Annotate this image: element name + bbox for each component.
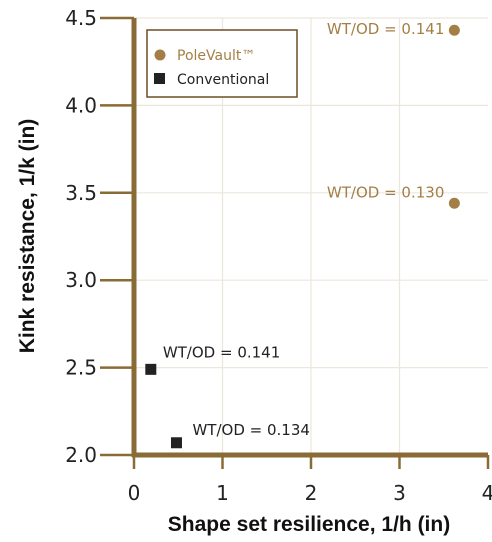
y-tick-label: 3.5 bbox=[65, 181, 97, 205]
data-point-label: WT/OD = 0.134 bbox=[192, 421, 309, 439]
y-tick-label: 3.0 bbox=[65, 268, 97, 292]
data-point-circle bbox=[448, 197, 460, 209]
tick-labels: 2.0 2.5 3.0 3.5 4.0 4.5 0 1 2 3 4 bbox=[65, 6, 492, 505]
data-point-circle bbox=[448, 24, 460, 36]
axes bbox=[100, 16, 490, 469]
data-point-label: WT/OD = 0.141 bbox=[163, 343, 280, 361]
x-axis-title: Shape set resilience, 1/h (in) bbox=[168, 513, 450, 536]
x-tick-label: 0 bbox=[128, 481, 141, 505]
legend-label-polevault: PoleVault™ bbox=[177, 48, 255, 64]
legend-marker-conventional bbox=[154, 73, 165, 84]
legend: PoleVault™ Conventional bbox=[146, 29, 298, 98]
legend-marker-polevault bbox=[154, 49, 166, 61]
grid-lines bbox=[134, 17, 488, 455]
point-annotations: WT/OD = 0.141 WT/OD = 0.130 WT/OD = 0.141 W… bbox=[163, 20, 445, 439]
y-tick-label: 4.5 bbox=[65, 6, 97, 30]
y-axis-title: Kink resistance, 1/k (in) bbox=[16, 119, 39, 354]
x-tick-label: 4 bbox=[482, 481, 492, 505]
data-point-square bbox=[170, 437, 182, 449]
y-tick-label: 2.0 bbox=[65, 443, 97, 467]
data-points bbox=[145, 24, 460, 449]
y-tick-label: 4.0 bbox=[65, 93, 97, 117]
legend-box bbox=[146, 29, 298, 98]
data-point-label: WT/OD = 0.130 bbox=[327, 183, 444, 201]
x-tick-label: 2 bbox=[305, 481, 318, 505]
data-point-label: WT/OD = 0.141 bbox=[327, 20, 444, 38]
x-tick-label: 1 bbox=[216, 481, 229, 505]
legend-label-conventional: Conventional bbox=[177, 72, 269, 88]
data-point-square bbox=[145, 363, 157, 375]
x-tick-label: 3 bbox=[393, 481, 406, 505]
y-tick-label: 2.5 bbox=[65, 356, 97, 380]
